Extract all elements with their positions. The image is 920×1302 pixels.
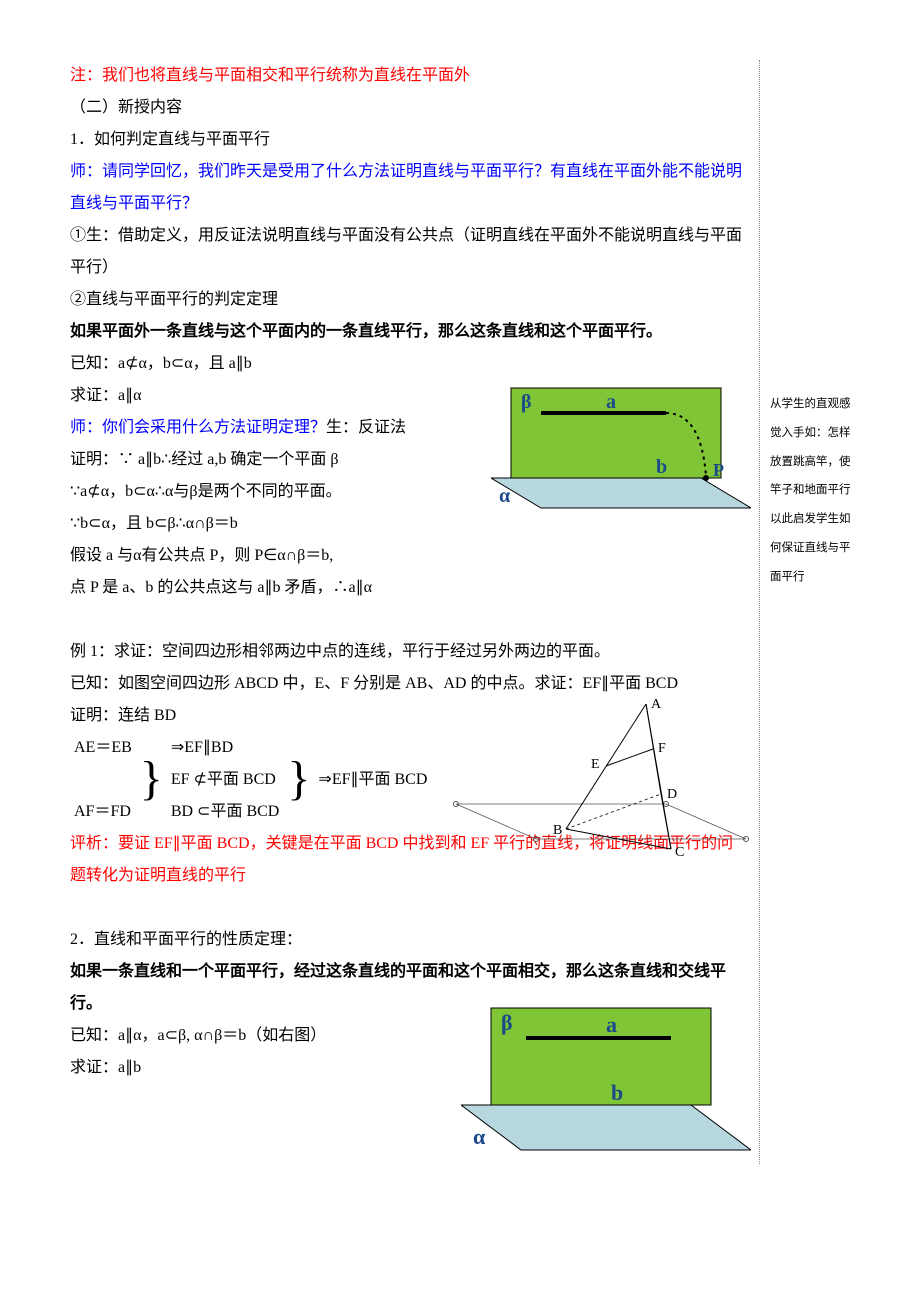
- q2-title: 2．直线和平面平行的性质定理：: [70, 924, 745, 956]
- fig1-label-alpha: α: [499, 485, 510, 507]
- q1-teacher-2: 师：你们会采用什么方法证明定理？: [70, 419, 326, 436]
- fig3-label-b: b: [611, 1080, 623, 1105]
- q1-theorem-statement: 如果平面外一条直线与这个平面内的一条直线平行，那么这条直线和这个平面平行。: [70, 316, 745, 348]
- fig1-label-beta: β: [521, 391, 532, 413]
- proof-conclusion: ⇒EF∥平面 BCD: [314, 732, 431, 828]
- section-2-title: （二）新授内容: [70, 92, 745, 124]
- fig2-label-c: C: [675, 845, 684, 860]
- proof-imp-ef-bd: ⇒EF∥BD: [171, 732, 280, 764]
- brace-icon: }: [140, 752, 163, 805]
- q1-student-2: 生：反证法: [326, 419, 406, 436]
- q1-title: 1．如何判定直线与平面平行: [70, 124, 745, 156]
- figure-2-tetrahedron: A B C D E F: [451, 694, 751, 864]
- main-column: 注：我们也将直线与平面相交和平行统称为直线在平面外 （二）新授内容 1．如何判定…: [70, 60, 760, 1164]
- fig1-label-p: P: [713, 460, 724, 480]
- example-1-proof-table: AE＝EB AF＝FD } ⇒EF∥BD EF ⊄平面 BCD BD ⊂平面 B…: [70, 732, 431, 828]
- side-line-7: 面平行: [770, 563, 890, 592]
- proof-cond-af-fd: AF＝FD: [74, 796, 132, 828]
- side-line-6: 何保证直线与平: [770, 534, 890, 563]
- fig3-label-a: a: [606, 1012, 617, 1037]
- figure-3-planes: β a b α: [461, 1000, 751, 1160]
- proof-cond-ae-eb: AE＝EB: [74, 732, 132, 764]
- side-line-2: 觉入手如：怎样: [770, 419, 890, 448]
- q1-teacher-prompt: 师：请同学回忆，我们昨天是受用了什么方法证明直线与平面平行？有直线在平面外能不能…: [70, 156, 745, 220]
- fig2-label-b: B: [553, 823, 562, 838]
- fig2-label-a: A: [651, 697, 662, 712]
- note-outside-plane: 注：我们也将直线与平面相交和平行统称为直线在平面外: [70, 60, 745, 92]
- q1-theorem-label: ②直线与平面平行的判定定理: [70, 284, 745, 316]
- figure-1-planes: β a b P α: [491, 378, 751, 518]
- q1-proof-line-5: 点 P 是 a、b 的公共点这与 a∥b 矛盾，∴a∥α: [70, 572, 745, 604]
- fig3-label-beta: β: [501, 1010, 513, 1035]
- side-line-5: 以此启发学生如: [770, 505, 890, 534]
- proof-cond-bd-sub: BD ⊂平面 BCD: [171, 796, 280, 828]
- fig2-label-e: E: [591, 757, 600, 772]
- fig2-label-f: F: [658, 741, 666, 756]
- fig1-label-a: a: [606, 391, 616, 413]
- side-line-4: 竿子和地面平行: [770, 476, 890, 505]
- fig2-label-d: D: [667, 787, 677, 802]
- q1-proof-line-4: 假设 a 与α有公共点 P，则 P∈α∩β＝b,: [70, 540, 745, 572]
- side-note-column: 从学生的直观感 觉入手如：怎样 放置跳高竿，使 竿子和地面平行 以此启发学生如 …: [760, 60, 890, 1164]
- side-line-3: 放置跳高竿，使: [770, 448, 890, 477]
- example-1-title: 例 1：求证：空间四边形相邻两边中点的连线，平行于经过另外两边的平面。: [70, 636, 745, 668]
- side-line-1: 从学生的直观感: [770, 390, 890, 419]
- proof-cond-ef-nsub: EF ⊄平面 BCD: [171, 764, 280, 796]
- fig3-label-alpha: α: [473, 1124, 486, 1149]
- fig1-label-b: b: [656, 456, 667, 478]
- brace-icon: }: [287, 752, 310, 805]
- q1-given: 已知：a⊄α，b⊂α，且 a∥b: [70, 348, 745, 380]
- q1-student-answer-1: ①生：借助定义，用反证法说明直线与平面没有公共点（证明直线在平面外不能说明直线与…: [70, 220, 745, 284]
